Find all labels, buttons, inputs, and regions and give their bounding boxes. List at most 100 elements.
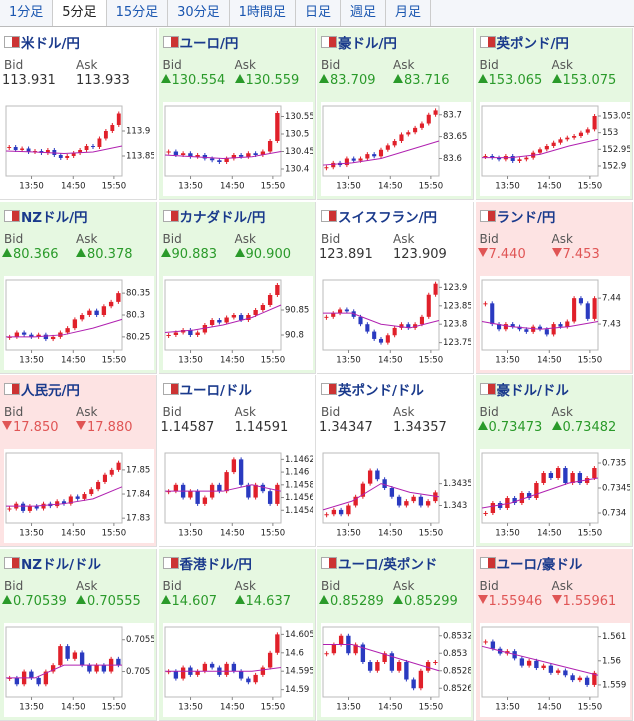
rate-tile[interactable]: ユーロ/英ポンド Bid Ask 0.85289 0.85299 0.8532 0.853 0… (317, 548, 474, 721)
timeframe-tab[interactable]: 1分足 (0, 0, 54, 26)
candle (165, 151, 171, 153)
candle (338, 308, 343, 313)
trend-arrow (2, 421, 12, 430)
moving-average (323, 643, 440, 671)
candle (27, 506, 32, 511)
bid-label: Bid (4, 231, 24, 246)
rate-tile[interactable]: ユーロ/豪ドル Bid Ask 1.55946 1.55961 1.561 1.56 1.55… (475, 548, 633, 721)
plot-frame (322, 626, 440, 697)
timeframe-tab[interactable]: 日足 (296, 0, 341, 26)
y-tick-label: 0.705 (126, 667, 150, 677)
flag-icon (162, 383, 179, 395)
candle (202, 155, 207, 159)
candle (557, 139, 563, 143)
candle (433, 492, 438, 502)
x-tick-label: 13:50 (495, 702, 520, 712)
candle (591, 468, 597, 478)
ask-value: 83.716 (393, 73, 450, 88)
candle (562, 468, 568, 483)
y-tick-label: 152.95 (602, 145, 630, 155)
timeframe-tab[interactable]: 15分足 (107, 0, 169, 26)
y-tick-label: 1.343 (443, 501, 467, 511)
mini-chart: 0.7055 0.705 13:50 14:50 15:50 (4, 622, 154, 717)
candle (91, 146, 95, 147)
candle (97, 138, 102, 147)
candle (396, 661, 402, 671)
rate-tile[interactable]: NZドル/ドル Bid Ask 0.70539 0.70555 0.7055 0.705 13… (0, 548, 157, 721)
timeframe-tab[interactable]: 30分足 (168, 0, 230, 26)
timeframe-tab[interactable]: 月足 (386, 0, 431, 26)
rate-tile[interactable]: 米ドル/円 Bid Ask 113.931 113.933 113.9 113.85 13:5… (0, 28, 157, 200)
ask-label: Ask (234, 405, 256, 419)
candle (187, 491, 193, 498)
y-tick-label: 130.45 (285, 147, 313, 157)
candle (202, 324, 207, 332)
candle (419, 316, 424, 324)
candle (82, 494, 87, 499)
candle (404, 661, 409, 679)
x-tick-label: 15:50 (260, 529, 285, 539)
candle (216, 319, 222, 322)
mini-chart: 130.55 130.5 130.45 130.4 13:50 14:50 15:50 (162, 102, 313, 196)
candle (411, 496, 416, 502)
flag-icon (4, 36, 20, 48)
candle (324, 316, 329, 318)
candle (260, 484, 265, 492)
rate-tile[interactable]: 人民元/円 Bid Ask 17.850 17.880 17.85 17.84 17.83 13… (0, 375, 157, 547)
timeframe-tab[interactable]: 5分足 (53, 0, 107, 26)
y-tick-label: 123.85 (443, 301, 471, 311)
candle (324, 652, 329, 654)
y-tick-label: 0.735 (602, 459, 626, 469)
rate-tile[interactable]: カナダドル/円 Bid Ask 90.883 90.900 90.85 90.8 13:50 1… (158, 201, 316, 374)
y-tick-label: 130.55 (285, 112, 313, 122)
y-tick-label: 14.59 (285, 685, 309, 695)
rate-tile[interactable]: スイスフラン/円 Bid Ask 123.891 123.909 123.9 123.85 1… (317, 201, 474, 374)
rate-tile[interactable]: ランド/円 Bid Ask 7.440 7.453 7.44 7.43 13:50 14:50 1… (475, 201, 633, 374)
rate-tile[interactable]: ユーロ/円 Bid Ask 130.554 130.559 130.55 130.5 130.… (158, 28, 316, 200)
rate-tile[interactable]: NZドル/円 Bid Ask 80.366 80.378 80.35 80.3 80.25 13… (0, 201, 157, 374)
candle (20, 148, 25, 150)
rate-tile[interactable]: 英ポンド/ドル Bid Ask 1.34347 1.34357 1.3435 1.343 13… (317, 375, 474, 547)
timeframe-tab[interactable]: 1時間足 (230, 0, 296, 26)
candle (26, 148, 31, 152)
trend-arrow (160, 247, 171, 257)
rate-tile[interactable]: 英ポンド/円 Bid Ask 153.065 153.075 153.05 153 152.9… (475, 28, 633, 200)
candle (65, 645, 70, 659)
mini-chart: 153.05 153 152.95 152.9 13:50 14:50 15:50 (479, 102, 630, 196)
rate-tile[interactable]: 豪ドル/円 Bid Ask 83.709 83.716 83.7 83.65 83.6 13:5… (317, 28, 474, 200)
x-tick-label: 13:50 (19, 529, 44, 539)
trend-arrow (551, 247, 562, 257)
candle (584, 677, 589, 685)
candle (267, 141, 272, 152)
candle (367, 661, 373, 671)
mini-chart: 1.561 1.56 1.559 13:50 14:50 15:50 (479, 622, 630, 717)
rate-tile[interactable]: 豪ドル/ドル Bid Ask 0.73473 0.73482 0.735 0.7345 0.7… (475, 375, 633, 547)
x-tick-label: 14:50 (378, 529, 403, 539)
candle (425, 501, 431, 506)
trend-arrow (2, 594, 12, 604)
candle (577, 473, 582, 483)
bid-text: 0.85289 (330, 593, 384, 609)
y-tick-label: 1.56 (602, 656, 621, 666)
candle (530, 326, 535, 332)
candle (101, 305, 107, 315)
ask-label: Ask (76, 578, 98, 593)
x-tick-label: 15:50 (102, 182, 127, 192)
timeframe-tab[interactable]: 週足 (341, 0, 386, 26)
candle (389, 488, 395, 497)
bid-label: Bid (4, 405, 24, 419)
x-tick-label: 15:50 (419, 702, 444, 712)
ask-value: 17.880 (76, 420, 133, 435)
candle (324, 167, 329, 169)
bid-label: Bid (4, 578, 24, 593)
candle (360, 644, 366, 662)
rate-tile[interactable]: 香港ドル/円 Bid Ask 14.607 14.637 14.605 14.6 14.595… (158, 548, 316, 721)
candle (338, 635, 344, 644)
x-tick-label: 13:50 (336, 355, 361, 365)
rate-tile[interactable]: ユーロ/ドル Bid Ask 1.14587 1.14591 1.1462 1.146 1.1… (158, 375, 316, 547)
candle (102, 474, 107, 482)
mini-chart: 113.9 113.85 13:50 14:50 15:50 (4, 102, 154, 196)
x-tick-label: 13:50 (495, 355, 520, 365)
x-tick-label: 13:50 (495, 529, 520, 539)
candle (209, 663, 214, 668)
